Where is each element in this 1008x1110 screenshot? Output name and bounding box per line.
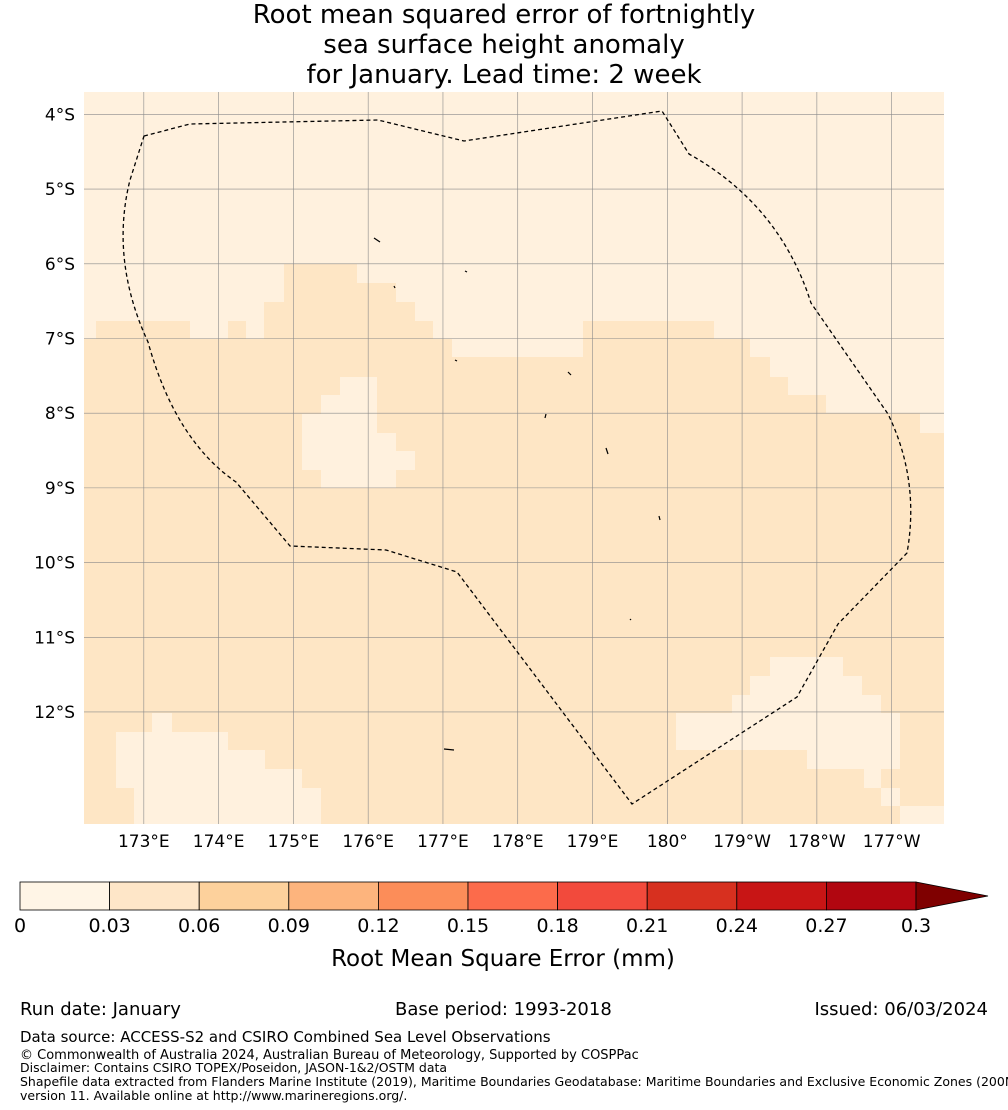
title-line-1: Root mean squared error of fortnightly: [252, 0, 756, 30]
island: [464, 270, 468, 273]
eez-boundary: [122, 110, 912, 805]
eez-boundary-line: [122, 110, 912, 805]
colorbar-segment: [646, 881, 738, 911]
colorbar-tick-label: 0.18: [536, 915, 578, 937]
island: [629, 618, 632, 621]
island: [567, 371, 572, 376]
colorbar-segment: [109, 881, 200, 911]
island: [393, 285, 396, 289]
lon-tick-label: 176°E: [342, 832, 394, 852]
colorbar-tick-label: 0.03: [88, 915, 130, 937]
island: [605, 447, 609, 455]
lon-tick-label: 174°E: [193, 832, 245, 852]
colorbar-tick-labels: 0 0.03 0.06 0.09 0.12 0.15 0.18 0.21 0.24 0.27 0.3: [14, 915, 931, 937]
colorbar-tick-label: 0.15: [447, 915, 489, 937]
colorbar-segment: [19, 881, 110, 911]
colorbar-tick-label: 0.21: [626, 915, 668, 937]
lon-tick-label: 177°W: [863, 832, 921, 852]
lat-tick-label: 8°S: [45, 404, 75, 424]
colorbar-segment: [826, 881, 917, 911]
lon-tick-label: 179°W: [713, 832, 771, 852]
latitude-tick-labels: 4°S 5°S 6°S 7°S 8°S 9°S 10°S 11°S 12°S: [34, 105, 75, 723]
map-figure: 173°E 174°E 175°E 176°E 177°E 178°E 179°E 180° 1…: [14, 92, 989, 972]
colorbar-segment: [736, 881, 827, 911]
lon-tick-label: 177°E: [417, 832, 469, 852]
run-date: Run date: January: [20, 999, 181, 1020]
islands: [373, 237, 661, 751]
lat-tick-label: 11°S: [34, 628, 75, 648]
low-error-region-3: [676, 657, 944, 824]
colorbar: [19, 881, 989, 911]
colorbar-tick-label: 0.06: [178, 915, 220, 937]
shapefile-credit-2: version 11. Available online at http://w…: [20, 1088, 408, 1103]
lat-tick-label: 12°S: [34, 703, 75, 723]
island: [443, 748, 455, 751]
data-source: Data source: ACCESS-S2 and CSIRO Combine…: [20, 1028, 551, 1046]
island: [658, 515, 661, 521]
graticule: [84, 92, 944, 824]
lat-tick-label: 10°S: [34, 554, 75, 574]
lon-tick-label: 178°E: [492, 832, 544, 852]
lon-tick-label: 180°: [647, 832, 688, 852]
lat-tick-label: 6°S: [45, 255, 75, 275]
colorbar-segment: [288, 881, 379, 911]
lon-tick-label: 179°E: [567, 832, 619, 852]
colorbar-tick-label: 0.12: [357, 915, 399, 937]
colorbar-tick-label: 0.3: [901, 915, 931, 937]
lat-tick-label: 5°S: [45, 180, 75, 200]
colorbar-segment: [557, 881, 648, 911]
colorbar-segment: [467, 881, 558, 911]
map-title: Root mean squared error of fortnightly s…: [0, 0, 1008, 90]
lon-tick-label: 178°W: [788, 832, 846, 852]
shapefile-credit-1: Shapefile data extracted from Flanders M…: [20, 1074, 1008, 1089]
title-line-3: for January. Lead time: 2 week: [306, 60, 702, 90]
lon-tick-label: 175°E: [268, 832, 320, 852]
low-error-region-1: [84, 92, 944, 433]
colorbar-label: Root Mean Square Error (mm): [331, 946, 675, 972]
base-period: Base period: 1993-2018: [395, 999, 612, 1020]
lat-tick-label: 9°S: [45, 479, 75, 499]
rmse-grid-cells: [84, 92, 944, 824]
disclaimer: Disclaimer: Contains CSIRO TOPEX/Poseido…: [20, 1060, 448, 1075]
lat-tick-label: 4°S: [45, 105, 75, 125]
colorbar-tick-label: 0.09: [268, 915, 310, 937]
issued-date: Issued: 06/03/2024: [814, 999, 988, 1020]
colorbar-segment: [377, 881, 469, 911]
lon-tick-label: 173°E: [118, 832, 170, 852]
title-line-2: sea surface height anomaly: [323, 30, 685, 60]
colorbar-tick-label: 0: [14, 915, 26, 937]
copyright: © Commonwealth of Australia 2024, Austra…: [20, 1048, 639, 1063]
longitude-tick-labels: 173°E 174°E 175°E 176°E 177°E 178°E 179°E 180° 1…: [118, 832, 921, 852]
low-error-region-2: [302, 377, 415, 488]
colorbar-tick-label: 0.27: [805, 915, 847, 937]
island: [373, 237, 381, 243]
colorbar-extend-arrow: [915, 881, 989, 911]
island: [454, 359, 458, 362]
island: [544, 413, 547, 419]
colorbar-segment: [198, 881, 290, 911]
colorbar-tick-label: 0.24: [716, 915, 758, 937]
lat-tick-label: 7°S: [45, 329, 75, 349]
